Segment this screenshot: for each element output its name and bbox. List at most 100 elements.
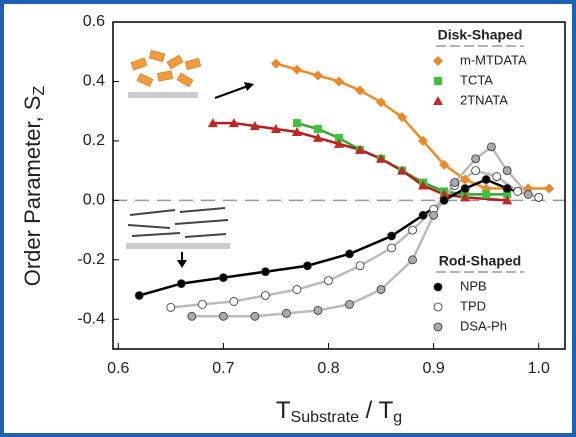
marker bbox=[433, 322, 443, 332]
x-tick-label: 1.0 bbox=[528, 360, 550, 377]
marker bbox=[534, 192, 544, 202]
x-tick-label: 0.6 bbox=[107, 360, 129, 377]
label-sub: Substrate bbox=[291, 409, 360, 426]
rod-illustration bbox=[126, 207, 230, 268]
x-tick-label: 0.7 bbox=[212, 360, 234, 377]
legend-label: NPB bbox=[460, 278, 487, 293]
x-tick-label: 0.8 bbox=[317, 360, 339, 377]
marker bbox=[513, 187, 523, 196]
marker bbox=[433, 56, 443, 66]
marker bbox=[418, 135, 429, 146]
legend-label: m-MTDATA bbox=[460, 52, 527, 67]
marker bbox=[334, 138, 344, 148]
marker bbox=[397, 112, 408, 123]
marker bbox=[418, 180, 429, 190]
marker bbox=[261, 267, 270, 277]
marker bbox=[292, 285, 302, 294]
marker bbox=[523, 190, 533, 199]
marker bbox=[408, 225, 417, 235]
marker bbox=[450, 178, 460, 187]
marker bbox=[282, 308, 291, 318]
marker bbox=[228, 118, 239, 128]
marker bbox=[261, 291, 270, 300]
marker bbox=[376, 153, 387, 163]
marker bbox=[345, 249, 354, 259]
marker bbox=[334, 76, 344, 87]
marker bbox=[335, 133, 343, 142]
marker bbox=[433, 96, 443, 105]
label-sub: g bbox=[393, 409, 402, 426]
marker bbox=[434, 77, 442, 85]
marker bbox=[218, 273, 228, 283]
marker bbox=[250, 311, 260, 321]
marker bbox=[176, 279, 186, 289]
marker bbox=[433, 302, 443, 312]
disk-illustration bbox=[128, 50, 254, 99]
marker bbox=[355, 144, 366, 154]
marker bbox=[492, 172, 502, 181]
marker bbox=[503, 190, 512, 199]
marker bbox=[387, 243, 396, 253]
marker bbox=[481, 175, 491, 184]
y-tick-label: 0.4 bbox=[83, 73, 105, 90]
marker bbox=[460, 184, 470, 193]
y-tick-label: -0.2 bbox=[77, 251, 105, 268]
marker bbox=[229, 297, 239, 306]
label-sub: Z bbox=[31, 86, 48, 96]
marker bbox=[355, 85, 366, 96]
marker bbox=[544, 183, 555, 194]
label-part: T bbox=[276, 397, 291, 424]
label-part: / T bbox=[359, 397, 394, 424]
marker bbox=[487, 142, 496, 152]
legend-label: 2TNATA bbox=[460, 92, 508, 107]
legend-title: Rod-Shaped bbox=[439, 253, 521, 269]
marker bbox=[291, 64, 302, 75]
marker bbox=[460, 174, 471, 185]
marker bbox=[471, 154, 481, 164]
marker bbox=[502, 184, 512, 193]
marker bbox=[397, 165, 408, 175]
x-axis-label: TSubstrate / Tg bbox=[276, 397, 402, 426]
y-tick-label: 0.0 bbox=[83, 192, 105, 209]
x-tick-label: 0.9 bbox=[422, 360, 444, 377]
marker bbox=[292, 119, 301, 128]
marker bbox=[270, 124, 281, 134]
marker bbox=[355, 261, 365, 271]
marker bbox=[312, 70, 323, 81]
marker bbox=[471, 166, 481, 176]
marker bbox=[502, 166, 512, 176]
legend-title: Disk-Shaped bbox=[438, 27, 523, 43]
marker bbox=[408, 255, 417, 265]
marker bbox=[291, 126, 302, 136]
marker bbox=[460, 192, 471, 202]
marker bbox=[433, 282, 443, 292]
marker bbox=[249, 121, 260, 131]
marker bbox=[324, 276, 333, 286]
plot-frame bbox=[112, 21, 566, 350]
marker bbox=[482, 190, 491, 199]
marker bbox=[418, 210, 428, 220]
y-tick-label: 0.2 bbox=[83, 132, 105, 149]
marker bbox=[387, 231, 396, 241]
marker bbox=[312, 132, 323, 142]
marker bbox=[270, 58, 281, 69]
marker bbox=[376, 97, 387, 108]
marker bbox=[439, 189, 450, 199]
legend-label: DSA-Ph bbox=[460, 318, 507, 333]
legend-label: TPD bbox=[460, 298, 486, 313]
marker bbox=[218, 311, 228, 321]
marker bbox=[207, 118, 218, 128]
y-tick-label: 0.6 bbox=[83, 13, 105, 30]
marker bbox=[439, 195, 449, 205]
y-axis-label: Order Parameter, SZ bbox=[20, 86, 48, 287]
marker bbox=[502, 195, 513, 205]
label-part: Order Parameter, S bbox=[20, 96, 45, 287]
y-tick-label: -0.4 bbox=[77, 310, 105, 327]
marker bbox=[376, 285, 386, 294]
marker bbox=[134, 291, 144, 300]
marker bbox=[313, 125, 322, 134]
marker bbox=[197, 300, 207, 309]
marker bbox=[345, 300, 354, 309]
